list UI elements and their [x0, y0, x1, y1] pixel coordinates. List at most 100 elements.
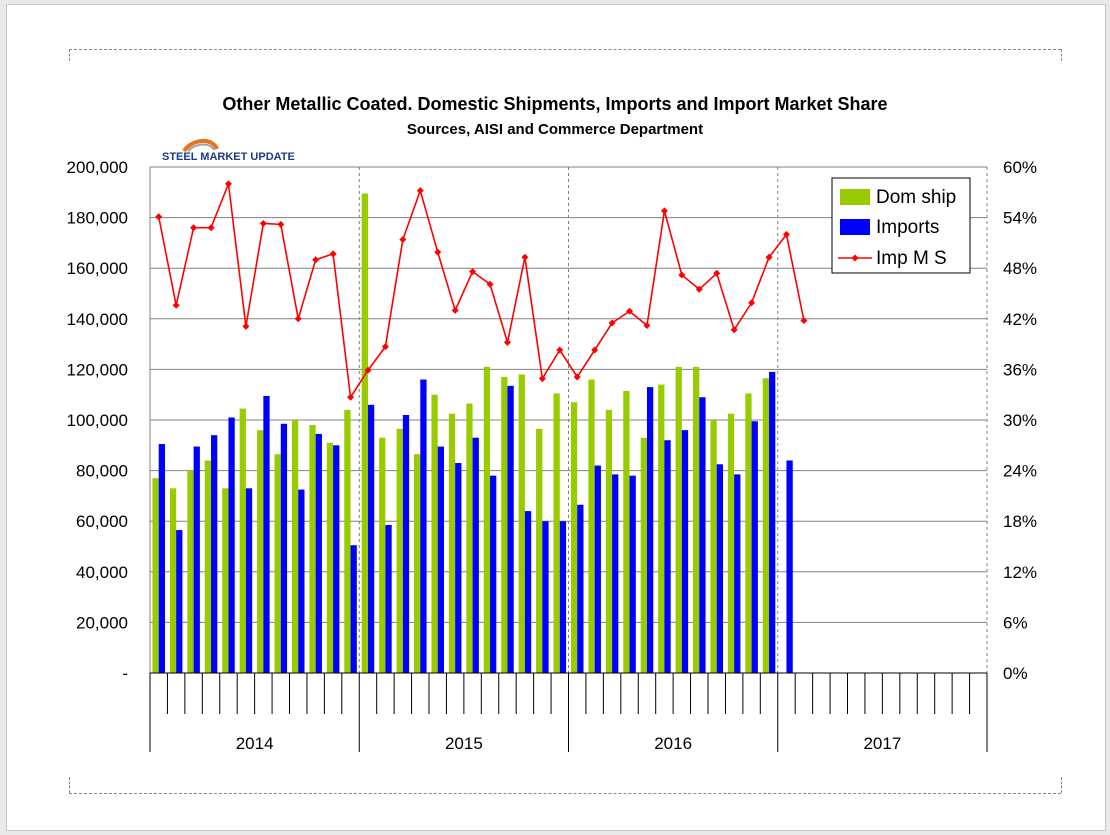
- chart-title: Other Metallic Coated. Domestic Shipment…: [222, 94, 887, 114]
- bar-dom-ship: [274, 454, 281, 673]
- point-imp-ms: [347, 393, 355, 401]
- bar-imports: [455, 463, 462, 673]
- y-right-tick-label: 54%: [1003, 209, 1037, 228]
- bar-imports: [524, 511, 532, 673]
- y-left-tick-label: 140,000: [67, 310, 128, 329]
- y-left-tick-label: -: [122, 664, 128, 683]
- y-left-tick-label: 100,000: [67, 411, 128, 430]
- bar-imports: [280, 423, 288, 673]
- bar-dom-ship: [710, 420, 717, 673]
- x-tick-label-year: 2017: [863, 734, 901, 753]
- bar-imports: [577, 504, 584, 673]
- y-right-tick-label: 42%: [1003, 310, 1037, 329]
- bar-imports: [559, 521, 567, 673]
- y-left-tick-label: 180,000: [67, 209, 128, 228]
- top-left-dashed-tick: [69, 49, 70, 61]
- bar-imports: [664, 440, 671, 673]
- bottom-dashed-border: [69, 793, 1061, 794]
- bar-imports: [612, 474, 619, 673]
- point-imp-ms: [190, 224, 198, 232]
- point-imp-ms: [329, 250, 337, 258]
- point-imp-ms: [416, 187, 424, 195]
- bar-imports: [385, 524, 392, 673]
- bar-imports: [751, 421, 758, 673]
- y-right-tick-label: 30%: [1003, 411, 1037, 430]
- x-tick-label-year: 2016: [654, 734, 692, 753]
- point-imp-ms: [678, 271, 686, 279]
- point-imp-ms: [381, 343, 389, 351]
- point-imp-ms: [713, 269, 721, 277]
- bar-imports: [315, 433, 322, 673]
- point-imp-ms: [573, 373, 581, 381]
- bar-dom-ship: [623, 390, 630, 673]
- y-left-tick-label: 80,000: [76, 462, 128, 481]
- bar-imports: [786, 460, 793, 673]
- bar-dom-ship: [448, 413, 456, 673]
- y-left-tick-label: 200,000: [67, 158, 128, 177]
- point-imp-ms: [434, 248, 442, 256]
- bar-dom-ship: [501, 376, 508, 673]
- point-imp-ms: [538, 375, 546, 383]
- bar-imports: [367, 404, 375, 673]
- point-imp-ms: [294, 315, 302, 323]
- legend-label-dom-ship: Dom ship: [876, 187, 956, 208]
- bar-imports: [176, 530, 183, 673]
- bar-imports: [402, 414, 410, 673]
- bar-dom-ship: [570, 402, 578, 673]
- y-left-tick-label: 40,000: [76, 563, 128, 582]
- legend-label-imp-ms: Imp M S: [876, 248, 947, 269]
- point-imp-ms: [695, 285, 703, 293]
- y-right-tick-label: 6%: [1003, 613, 1028, 632]
- bar-dom-ship: [483, 366, 491, 673]
- point-imp-ms: [556, 346, 564, 354]
- bar-dom-ship: [169, 488, 177, 673]
- point-imp-ms: [207, 224, 215, 232]
- y-right-tick-label: 36%: [1003, 360, 1037, 379]
- bar-imports: [646, 387, 654, 673]
- point-imp-ms: [626, 307, 634, 315]
- bar-dom-ship: [396, 428, 403, 673]
- bar-dom-ship: [222, 488, 229, 673]
- legend-marker-imp-ms: [851, 254, 859, 262]
- point-imp-ms: [643, 322, 651, 330]
- bar-dom-ship: [693, 366, 700, 673]
- plot-area: 2014 2015 2016 2017 - 20,000 40,000 60,000 80,00…: [67, 158, 1037, 753]
- point-imp-ms: [748, 299, 756, 307]
- bar-imports: [420, 379, 427, 673]
- bar-imports: [734, 474, 741, 673]
- point-imp-ms: [399, 236, 407, 244]
- bar-dom-ship: [553, 393, 560, 673]
- legend: Dom ship Imports Imp M S: [831, 177, 971, 274]
- bar-dom-ship: [640, 437, 647, 673]
- logo-swoosh-shadow: [187, 143, 215, 152]
- point-imp-ms: [730, 326, 738, 334]
- bar-imports: [629, 475, 636, 673]
- bar-dom-ship: [257, 430, 264, 673]
- point-imp-ms: [242, 322, 250, 330]
- bar-imports: [769, 371, 776, 673]
- point-imp-ms: [486, 280, 494, 288]
- point-imp-ms: [469, 268, 477, 276]
- y-right-tick-label: 12%: [1003, 563, 1037, 582]
- x-tick-label-year: 2015: [445, 734, 483, 753]
- logo-text: STEEL MARKET UPDATE: [162, 151, 295, 163]
- bar-imports: [350, 545, 357, 673]
- x-tick-label-year: 2014: [236, 734, 274, 753]
- bar-imports: [594, 465, 601, 673]
- bar-dom-ship: [291, 420, 299, 673]
- bar-imports: [507, 385, 514, 673]
- bar-dom-ship: [536, 428, 543, 673]
- bar-dom-ship: [675, 366, 682, 673]
- y-right-tick-label: 0%: [1003, 664, 1028, 683]
- steel-market-update-logo: STEEL MARKET UPDATE: [162, 139, 295, 163]
- chart-subtitle: Sources, AISI and Commerce Department: [407, 121, 703, 138]
- bar-dom-ship: [588, 379, 595, 673]
- point-imp-ms: [503, 338, 511, 346]
- bar-dom-ship: [309, 425, 316, 673]
- legend-swatch-dom-ship: [840, 189, 870, 205]
- y-right-tick-label: 48%: [1003, 259, 1037, 278]
- point-imp-ms: [800, 316, 808, 324]
- point-imp-ms: [259, 220, 267, 228]
- bar-imports: [298, 489, 305, 673]
- bar-imports: [681, 430, 689, 673]
